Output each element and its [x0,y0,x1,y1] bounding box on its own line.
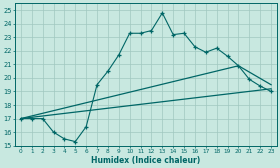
X-axis label: Humidex (Indice chaleur): Humidex (Indice chaleur) [91,156,200,164]
